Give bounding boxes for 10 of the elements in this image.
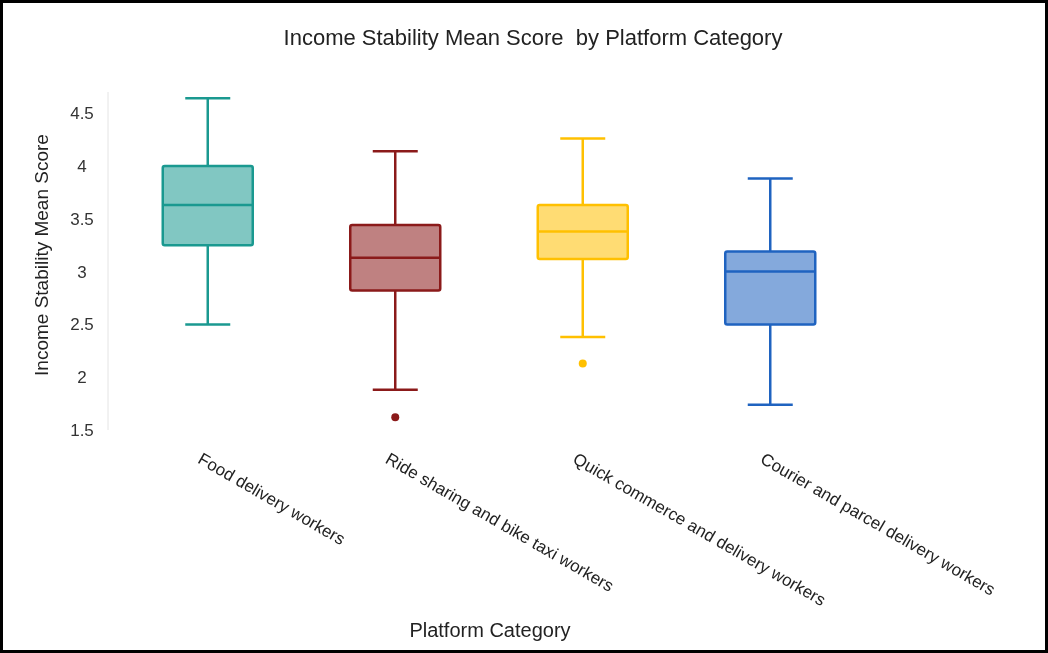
y-tick-label: 4.5 [70,104,94,124]
y-tick-label: 2 [77,368,87,388]
y-tick-label: 3 [77,262,87,282]
y-tick-label: 4 [77,156,87,176]
x-axis-title: Platform Category [409,619,571,641]
y-tick-label: 1.5 [70,420,94,440]
y-axis-title: Income Stability Mean Score [31,134,52,376]
chart-title: Income Stability Mean Score by Platform Category [283,25,783,50]
y-tick-label: 3.5 [70,209,94,229]
y-tick-label: 2.5 [70,315,94,335]
